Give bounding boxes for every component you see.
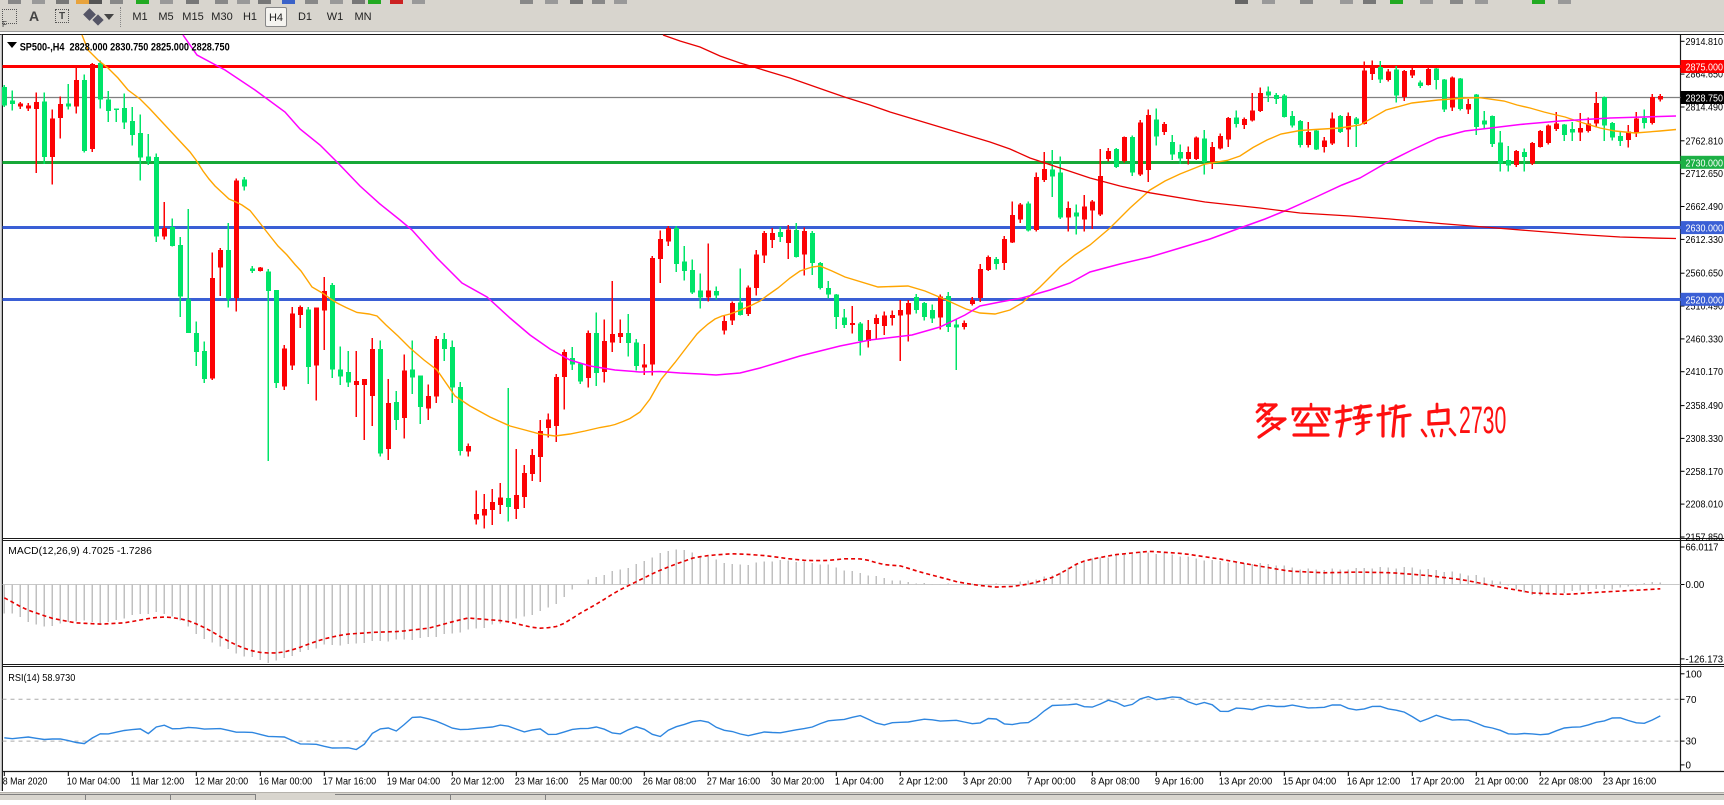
svg-text:2520.000: 2520.000 xyxy=(1686,295,1724,306)
svg-text:10 Mar 04:00: 10 Mar 04:00 xyxy=(67,777,121,788)
svg-text:SP500-,H4 2828.000 2830.750 2: SP500-,H4 2828.000 2830.750 2825.000 282… xyxy=(20,42,230,54)
svg-text:MACD(12,26,9) 4.7025 -1.7286: MACD(12,26,9) 4.7025 -1.7286 xyxy=(8,545,152,557)
svg-text:23 Mar 16:00: 23 Mar 16:00 xyxy=(515,777,569,788)
svg-text:27 Mar 16:00: 27 Mar 16:00 xyxy=(707,777,761,788)
svg-text:2612.330: 2612.330 xyxy=(1686,235,1724,246)
svg-text:16 Mar 00:00: 16 Mar 00:00 xyxy=(259,777,313,788)
svg-text:8 Apr 08:00: 8 Apr 08:00 xyxy=(1091,777,1140,788)
svg-text:-126.173: -126.173 xyxy=(1686,654,1724,665)
svg-text:2828.750: 2828.750 xyxy=(1686,94,1724,105)
svg-text:26 Mar 08:00: 26 Mar 08:00 xyxy=(643,777,697,788)
svg-text:30 Mar 20:00: 30 Mar 20:00 xyxy=(771,777,825,788)
svg-text:2914.810: 2914.810 xyxy=(1686,37,1724,48)
svg-text:2560.650: 2560.650 xyxy=(1686,269,1724,280)
svg-text:2730: 2730 xyxy=(1459,398,1506,441)
svg-text:17 Apr 20:00: 17 Apr 20:00 xyxy=(1411,777,1465,788)
svg-text:66.0117: 66.0117 xyxy=(1686,543,1719,554)
svg-text:2258.170: 2258.170 xyxy=(1686,467,1724,478)
svg-text:2730.000: 2730.000 xyxy=(1686,158,1724,169)
svg-text:1 Apr 04:00: 1 Apr 04:00 xyxy=(835,777,884,788)
svg-text:RSI(14) 58.9730: RSI(14) 58.9730 xyxy=(8,672,75,684)
svg-text:30: 30 xyxy=(1686,737,1697,748)
svg-text:15 Apr 04:00: 15 Apr 04:00 xyxy=(1283,777,1337,788)
svg-text:16 Apr 12:00: 16 Apr 12:00 xyxy=(1347,777,1401,788)
svg-text:20 Mar 12:00: 20 Mar 12:00 xyxy=(451,777,505,788)
svg-text:19 Mar 04:00: 19 Mar 04:00 xyxy=(387,777,441,788)
svg-text:2875.000: 2875.000 xyxy=(1686,63,1724,74)
svg-text:13 Apr 20:00: 13 Apr 20:00 xyxy=(1219,777,1273,788)
svg-text:2410.170: 2410.170 xyxy=(1686,367,1724,378)
svg-text:100: 100 xyxy=(1686,669,1703,680)
svg-text:21 Apr 00:00: 21 Apr 00:00 xyxy=(1475,777,1529,788)
svg-text:11 Mar 12:00: 11 Mar 12:00 xyxy=(131,777,185,788)
svg-text:9 Apr 16:00: 9 Apr 16:00 xyxy=(1155,777,1204,788)
svg-text:0: 0 xyxy=(1686,760,1692,771)
svg-text:0.00: 0.00 xyxy=(1686,580,1705,591)
svg-text:2630.000: 2630.000 xyxy=(1686,224,1724,235)
svg-text:2308.330: 2308.330 xyxy=(1686,434,1724,445)
svg-text:2 Apr 12:00: 2 Apr 12:00 xyxy=(899,777,948,788)
svg-text:8 Mar 2020: 8 Mar 2020 xyxy=(3,777,48,788)
svg-text:22 Apr 08:00: 22 Apr 08:00 xyxy=(1539,777,1593,788)
svg-text:12 Mar 20:00: 12 Mar 20:00 xyxy=(195,777,249,788)
svg-text:7 Apr 00:00: 7 Apr 00:00 xyxy=(1027,777,1076,788)
svg-text:23 Apr 16:00: 23 Apr 16:00 xyxy=(1603,777,1657,788)
svg-text:2712.650: 2712.650 xyxy=(1686,169,1724,180)
svg-text:70: 70 xyxy=(1686,695,1697,706)
svg-text:3 Apr 20:00: 3 Apr 20:00 xyxy=(963,777,1012,788)
svg-text:2358.490: 2358.490 xyxy=(1686,401,1724,412)
svg-text:2460.330: 2460.330 xyxy=(1686,334,1724,345)
svg-text:2662.490: 2662.490 xyxy=(1686,202,1724,213)
svg-text:2208.010: 2208.010 xyxy=(1686,500,1724,511)
svg-text:17 Mar 16:00: 17 Mar 16:00 xyxy=(323,777,377,788)
svg-text:2762.810: 2762.810 xyxy=(1686,136,1724,147)
svg-text:25 Mar 00:00: 25 Mar 00:00 xyxy=(579,777,633,788)
